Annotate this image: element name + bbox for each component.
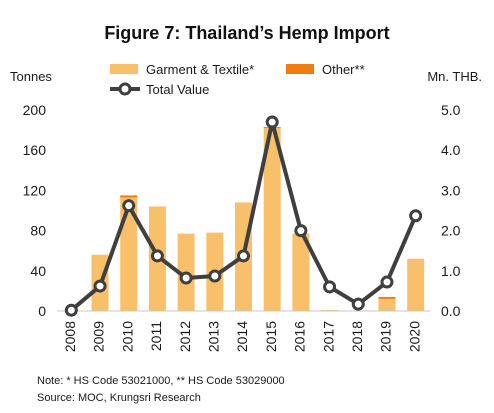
x-tick-label: 2020 [406,321,422,352]
total-value-point [409,209,423,223]
total-value-point [150,249,164,263]
legend: Garment & Textile* Other** Total Value [110,62,365,97]
bar-other [378,296,396,299]
x-tick-label: 2018 [349,321,365,352]
left-tick-label: 40 [30,263,46,279]
right-axis-ticks: 0.0 1.0 2.0 3.0 4.0 5.0 [441,102,461,319]
x-tick-label: 2008 [62,321,78,352]
x-tick-label: 2014 [234,321,250,352]
right-tick-label: 4.0 [441,142,461,158]
total-value-point [179,271,193,285]
note-line: Note: * HS Code 53021000, ** HS Code 530… [37,375,285,387]
left-tick-label: 160 [23,142,47,158]
left-tick-label: 200 [23,102,47,118]
source-line: Source: MOC, Krungsri Research [37,392,201,404]
total-value-point [64,303,78,317]
left-tick-label: 0 [38,303,46,319]
right-tick-label: 3.0 [441,182,461,198]
total-value-point [237,249,250,263]
legend-swatch-garment [110,64,138,74]
total-value-point [122,199,136,213]
bar-garment-textile [292,233,310,311]
total-value-point [294,224,308,238]
x-tick-label: 2012 [177,321,193,352]
x-tick-label: 2010 [119,321,135,352]
right-tick-label: 0.0 [441,303,461,319]
total-value-point [265,115,279,129]
legend-marker-total [118,82,132,96]
bar-garment-textile [263,128,281,311]
total-value-point [351,297,365,311]
x-tick-label: 2016 [292,321,308,352]
total-value-point [380,275,394,289]
total-value-point [93,279,107,293]
legend-label-total: Total Value [146,82,209,97]
bar-other [120,195,138,198]
left-axis-unit: Tonnes [10,69,52,84]
left-axis-ticks: 0 40 80 120 160 200 [23,102,47,319]
right-tick-label: 1.0 [441,263,461,279]
right-tick-label: 5.0 [441,102,461,118]
total-value-line [64,115,423,317]
bars [91,127,425,311]
x-axis-ticks: 2008 2009 2010 2011 2012 2013 2014 2015 2016 2017… [62,321,422,352]
bar-garment-textile [120,197,138,311]
left-tick-label: 80 [30,223,46,239]
bar-garment-textile [407,258,425,311]
right-tick-label: 2.0 [441,223,461,239]
bar-garment-textile [321,309,339,311]
left-tick-label: 120 [23,182,47,198]
bar-garment-textile [378,298,396,311]
x-tick-label: 2013 [206,321,222,352]
total-value-point [208,269,222,283]
x-tick-label: 2017 [320,321,336,352]
x-tick-label: 2015 [263,321,279,352]
chart-title: Figure 7: Thailand’s Hemp Import [104,23,389,43]
legend-swatch-other [286,64,314,74]
legend-label-garment: Garment & Textile* [146,62,254,77]
right-axis-unit: Mn. THB. [427,69,482,84]
x-tick-label: 2011 [148,321,164,351]
x-tick-label: 2019 [378,321,394,352]
total-value-point [323,280,337,294]
legend-label-other: Other** [322,62,365,77]
x-tick-label: 2009 [91,321,107,352]
